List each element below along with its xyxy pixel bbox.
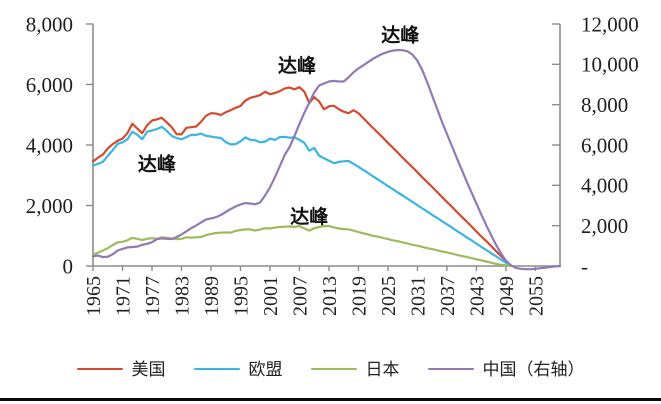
x-axis-tick-label: 2043 [466, 276, 488, 316]
x-axis-tick-label: 1965 [83, 276, 105, 316]
left-axis-tick-label: 4,000 [26, 133, 73, 157]
right-axis-tick-label: 8,000 [581, 93, 628, 117]
left-axis-tick-label: 2,000 [26, 194, 73, 218]
left-axis-tick-label: 8,000 [26, 12, 73, 36]
x-axis-tick-label: 2055 [525, 276, 547, 316]
x-axis-tick-label: 2001 [260, 276, 282, 316]
right-axis-tick-label: - [581, 254, 588, 278]
x-axis-tick-label: 1983 [171, 276, 193, 316]
left-axis-tick-label: 0 [63, 254, 74, 278]
emissions-dual-axis-line-chart: 8,000 6,000 4,000 2,000 0 12,000 10,000 8,000 6,… [26, 12, 639, 316]
x-axis-tick-label: 1977 [142, 276, 164, 316]
x-axis-tick-label: 2019 [348, 276, 370, 316]
legend-swatch-japan [310, 367, 357, 371]
peak-annotation-usa: 达峰 [278, 54, 317, 77]
x-axis-tick-label: 2049 [496, 276, 518, 316]
legend-label-eu: 欧盟 [248, 359, 283, 379]
series-line-japan [91, 225, 512, 268]
series-line-china [91, 48, 562, 271]
right-axis-tick-label: 10,000 [581, 53, 639, 77]
legend-swatch-china [427, 367, 474, 371]
bottom-rule [0, 398, 661, 401]
legend-item-eu: 欧盟 [193, 359, 283, 379]
right-axis-tick-label: 12,000 [581, 12, 639, 36]
x-axis-tick-label: 1989 [201, 276, 223, 316]
legend: 美国 欧盟 日本 中国（右轴） [0, 352, 661, 386]
legend-item-usa: 美国 [76, 359, 166, 379]
x-axis-tick-label: 2007 [289, 276, 311, 316]
legend-item-japan: 日本 [310, 359, 400, 379]
peak-annotation-japan: 达峰 [290, 205, 329, 228]
right-axis-tick-label: 4,000 [581, 174, 628, 198]
series-line-eu [91, 125, 512, 268]
legend-swatch-eu [193, 367, 240, 371]
series-line-usa [91, 86, 512, 268]
legend-label-usa: 美国 [131, 359, 166, 379]
x-axis-tick-label: 2025 [378, 276, 400, 316]
x-axis-tick-label: 2037 [437, 276, 459, 316]
legend-label-japan: 日本 [365, 359, 400, 379]
legend-item-china: 中国（右轴） [427, 359, 585, 379]
legend-label-china: 中国（右轴） [482, 359, 585, 379]
peak-annotation-eu: 达峰 [138, 153, 177, 176]
x-axis-tick-label: 2013 [319, 276, 341, 316]
right-axis-tick-label: 2,000 [581, 214, 628, 238]
right-axis-tick-label: 6,000 [581, 133, 628, 157]
x-axis-tick-label: 1995 [230, 276, 252, 316]
legend-swatch-usa [76, 367, 123, 371]
peak-annotation-china: 达峰 [381, 24, 420, 47]
left-axis-tick-label: 6,000 [26, 73, 73, 97]
x-axis-tick-label: 2031 [407, 276, 429, 316]
x-axis-tick-label: 1971 [112, 276, 134, 316]
